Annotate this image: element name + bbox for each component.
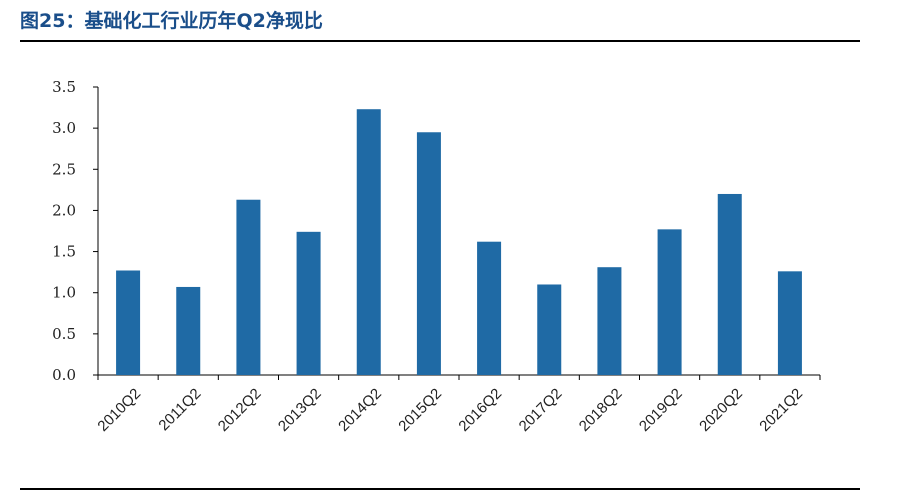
bar-2017Q2: [537, 284, 562, 375]
x-tick-label: 2011Q2: [155, 385, 204, 434]
top-rule: [20, 40, 860, 42]
x-tick-label: 2019Q2: [636, 385, 686, 435]
bar-2021Q2: [777, 271, 802, 375]
bar-2013Q2: [296, 231, 321, 375]
y-tick-label: 0.0: [52, 366, 76, 384]
bar-2011Q2: [176, 286, 201, 375]
x-tick-label: 2018Q2: [576, 385, 626, 435]
bar-2015Q2: [416, 132, 441, 375]
x-tick-label: 2014Q2: [335, 385, 385, 435]
chart-title: 图25：基础化工行业历年Q2净现比: [20, 10, 323, 32]
y-tick-label: 3.0: [52, 119, 76, 137]
x-tick-label: 2016Q2: [455, 385, 505, 435]
x-tick-label: 2020Q2: [696, 385, 746, 435]
x-tick-label: 2012Q2: [215, 385, 265, 435]
x-tick-label: 2021Q2: [756, 385, 806, 435]
y-tick-label: 2.5: [52, 160, 76, 178]
bar-2019Q2: [657, 229, 682, 375]
chart-bars: [116, 109, 802, 376]
bottom-rule: [20, 488, 860, 490]
bar-2014Q2: [356, 109, 381, 376]
x-tick-label: 2013Q2: [275, 385, 325, 435]
x-tick-label: 2017Q2: [516, 385, 566, 435]
y-tick-labels: 0.0 0.5 1.0 1.5 2.0 2.5 3.0 3.5: [52, 78, 76, 384]
y-tick-label: 1.0: [52, 284, 76, 302]
y-tick-label: 2.0: [52, 201, 76, 219]
y-tick-label: 1.5: [52, 243, 76, 261]
bar-2010Q2: [116, 270, 141, 375]
y-tick-label: 3.5: [52, 78, 76, 96]
bar-2020Q2: [717, 193, 742, 375]
bar-2018Q2: [597, 267, 622, 375]
chart-axes: [93, 86, 821, 380]
y-tick-label: 0.5: [52, 325, 76, 343]
x-tick-label: 2015Q2: [395, 385, 445, 435]
x-tick-labels: 2010Q2 2011Q2 2012Q2 2013Q2 2014Q2 2015Q2 2016…: [94, 385, 806, 435]
bar-2012Q2: [236, 199, 261, 375]
x-tick-label: 2010Q2: [94, 385, 144, 435]
bar-2016Q2: [477, 241, 502, 375]
